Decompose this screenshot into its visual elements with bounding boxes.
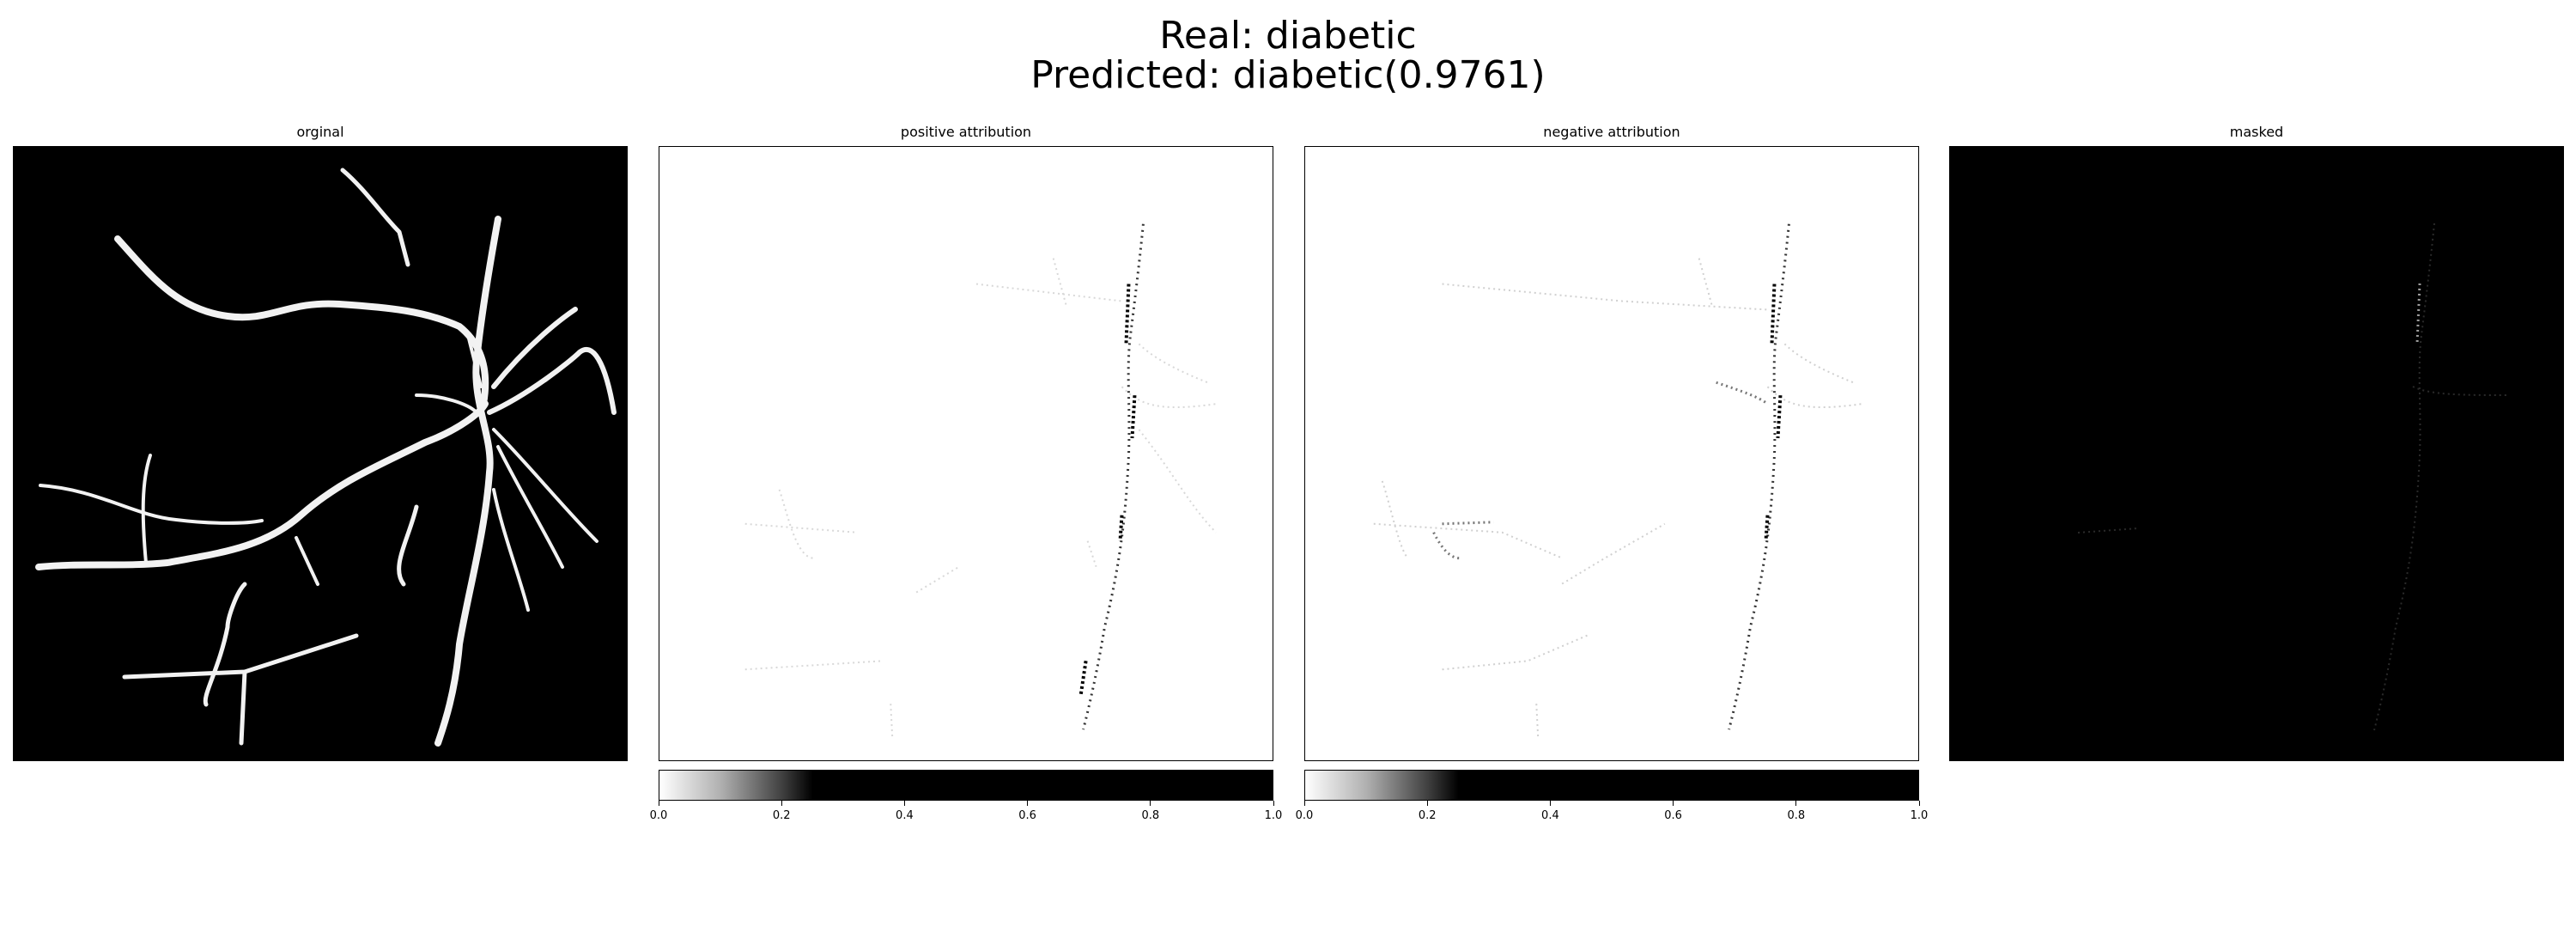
attribution-trace-strong: [1082, 223, 1145, 730]
colorbar-tick: [903, 801, 905, 806]
vessel: [114, 235, 489, 407]
vessel: [203, 582, 247, 707]
colorbar-tick: [1273, 801, 1274, 806]
vessel: [491, 307, 578, 389]
colorbar-tick: [781, 801, 782, 806]
colorbar-positive: [659, 770, 1273, 801]
colorbar-tick-label: 0.8: [1787, 809, 1806, 822]
colorbar-tick: [1549, 801, 1551, 806]
vessel: [496, 445, 564, 569]
colorbar-tick: [1303, 801, 1305, 806]
vessel: [434, 216, 501, 747]
attribution-heatmap: [1373, 223, 1862, 739]
colorbar-tick-label: 0.2: [1418, 809, 1437, 822]
attribution-heatmap: [744, 223, 1217, 739]
vessel: [492, 488, 530, 612]
vessel: [122, 633, 359, 680]
attribution-trace-strong: [1728, 223, 1790, 730]
vessel: [35, 400, 489, 570]
attribution-trace-faint: [1373, 258, 1862, 739]
vessel: [466, 333, 483, 388]
attribution-trace-medium: [1432, 381, 1769, 560]
vessel: [239, 669, 247, 746]
colorbar-tick: [1027, 801, 1029, 806]
vessel: [39, 484, 264, 525]
vessel: [340, 168, 410, 267]
vessel: [141, 454, 152, 564]
panel-title-negative: negative attribution: [1543, 124, 1680, 140]
negative-attribution-map: [1304, 146, 1919, 761]
figure-title-line1: Real: diabetic: [1159, 14, 1417, 58]
colorbar-tick-label: 0.4: [1541, 809, 1559, 822]
colorbar-tick-label: 0.6: [1018, 809, 1036, 822]
figure-title-line2: Predicted: diabetic(0.9761): [1030, 53, 1546, 97]
vessel: [415, 393, 478, 414]
vessel: [295, 536, 319, 586]
colorbar-ticks-positive: 0.0 0.2 0.4 0.6 0.8 1.0: [650, 801, 1282, 835]
colorbar-negative: [1304, 770, 1919, 801]
masked-heatmap: [2077, 223, 2508, 731]
colorbar-tick-label: 0.4: [896, 809, 914, 822]
attribution-hotspot: [1764, 284, 1783, 541]
colorbar-tick-label: 1.0: [1910, 809, 1929, 822]
colorbar-tick: [1673, 801, 1674, 806]
original-image: [13, 146, 628, 761]
colorbar-ticks-negative: 0.0 0.2 0.4 0.6 0.8 1.0: [1296, 801, 1928, 835]
panel-title-masked: masked: [2229, 124, 2284, 140]
colorbar-tick-label: 0.6: [1664, 809, 1682, 822]
masked-image: [1949, 146, 2564, 761]
colorbar-tick: [1426, 801, 1428, 806]
colorbar-tick: [1150, 801, 1151, 806]
positive-attribution-map: [659, 146, 1273, 761]
colorbar-tick-label: 0.2: [772, 809, 791, 822]
panel-title-original: orginal: [296, 124, 344, 140]
vessel: [397, 504, 419, 587]
panel-title-positive: positive attribution: [900, 124, 1032, 140]
colorbar-tick-label: 0.0: [649, 809, 668, 822]
colorbar-tick-label: 1.0: [1264, 809, 1283, 822]
colorbar-tick: [1918, 801, 1920, 806]
vessel-map: [35, 168, 617, 747]
vessel: [492, 428, 598, 543]
attribution-hotspot: [1078, 284, 1137, 696]
colorbar-tick: [1795, 801, 1797, 806]
attribution-trace-faint: [744, 258, 1217, 739]
colorbar-tick-label: 0.8: [1141, 809, 1160, 822]
colorbar-tick-label: 0.0: [1295, 809, 1314, 822]
vessel: [487, 346, 617, 415]
